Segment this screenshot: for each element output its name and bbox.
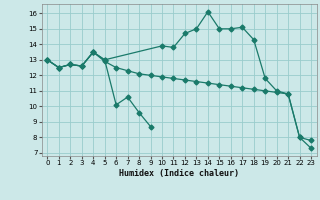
X-axis label: Humidex (Indice chaleur): Humidex (Indice chaleur) bbox=[119, 169, 239, 178]
